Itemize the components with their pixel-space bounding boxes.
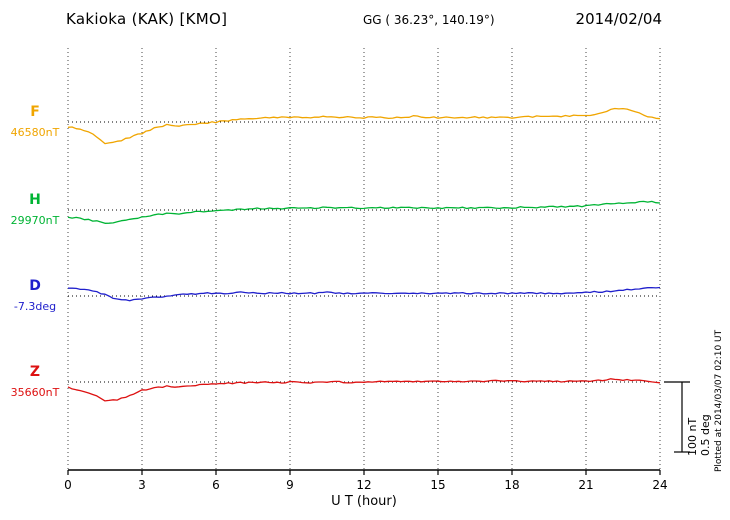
x-tick-label-15: 15 — [430, 478, 445, 492]
geographic-coordinates: GG ( 36.23°, 140.19°) — [363, 13, 495, 27]
series-label-f: F — [30, 104, 40, 120]
series-baseline-z: 35660nT — [10, 386, 60, 399]
x-tick-label-21: 21 — [578, 478, 593, 492]
page-title: Kakioka (KAK) [KMO] — [66, 10, 228, 28]
scale-bar-deg-label: 0.5 deg — [699, 414, 712, 456]
trace-H — [67, 200, 661, 224]
x-tick-label-0: 0 — [64, 478, 72, 492]
x-tick-label-3: 3 — [138, 478, 146, 492]
plotted-at-note: Plotted at 2014/03/07 02:10 UT — [714, 329, 724, 472]
series-label-z: Z — [29, 364, 41, 380]
scale-bar-labels: 100 nT 0.5 deg — [686, 414, 712, 456]
x-tick-label-6: 6 — [212, 478, 220, 492]
x-tick-label-18: 18 — [504, 478, 519, 492]
x-axis-label: U T (hour) — [331, 494, 397, 509]
series-baseline-h: 29970nT — [10, 214, 60, 227]
x-tick-label-24: 24 — [652, 478, 667, 492]
series-label-d: D — [29, 278, 41, 294]
series-label-h: H — [29, 192, 41, 208]
scale-bar-nt-label: 100 nT — [686, 417, 699, 456]
trace-F — [67, 107, 661, 145]
x-tick-label-12: 12 — [356, 478, 371, 492]
series-baseline-f: 46580nT — [10, 126, 60, 139]
series-baseline-d: -7.3deg — [13, 300, 57, 313]
trace-D — [68, 286, 661, 302]
trace-Z — [67, 378, 661, 402]
x-tick-label-9: 9 — [286, 478, 294, 492]
observation-date: 2014/02/04 — [575, 10, 662, 28]
